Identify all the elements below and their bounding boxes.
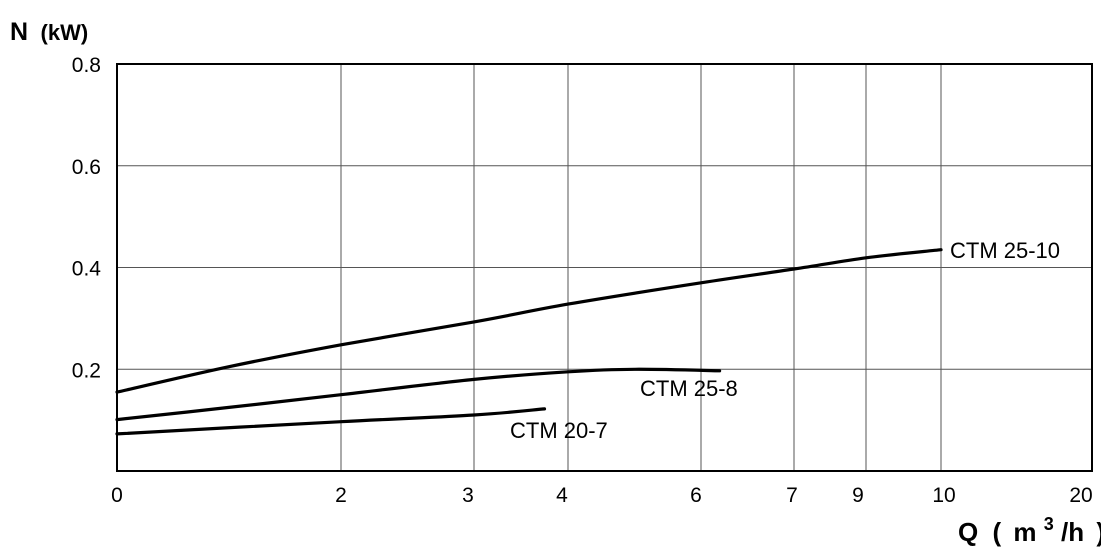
series-layer [115,248,943,436]
y-axis-symbol: N [10,18,28,46]
y-tick-label: 0.8 [72,54,101,77]
x-tick-label: 10 [932,484,955,507]
series-labels: CTM 25-10 CTM 25-8 CTM 20-7 [510,238,1060,443]
x-axis-unit-superscript: 3 [1044,514,1054,534]
x-tick-label: 3 [462,484,474,507]
x-tick-label: 7 [786,484,798,507]
series-label: CTM 20-7 [510,418,608,443]
y-tick-labels: 0.2 0.4 0.6 0.8 [72,54,102,382]
y-axis-unit: (kW) [41,20,89,45]
series-line [115,407,547,436]
plot-area-frame [116,63,1093,472]
x-axis-unit-base: m [1013,517,1036,547]
y-tick-label: 0.4 [72,258,102,281]
x-axis-symbol: Q [958,517,978,547]
x-tick-labels: 0 2 3 4 6 7 9 10 20 [111,484,1093,507]
series-label: CTM 25-8 [640,376,738,401]
series-label: CTM 25-10 [950,238,1060,263]
y-axis-title: N (kW) [10,18,88,46]
x-axis-unit-tail: /h [1061,517,1084,547]
x-tick-label: 4 [556,484,568,507]
y-tick-label: 0.6 [72,156,101,179]
x-tick-label: 2 [335,484,347,507]
x-tick-label: 0 [111,484,123,507]
x-axis-open-paren: ( [992,517,1001,547]
grid-layer [117,63,1092,471]
y-tick-label: 0.2 [72,359,101,382]
x-axis-close-paren: ) [1096,517,1101,547]
x-tick-label: 9 [852,484,864,507]
series-line [115,248,943,394]
x-axis-title: Q ( m 3 /h ) [958,506,1101,547]
x-tick-label: 20 [1069,484,1092,507]
x-tick-label: 6 [690,484,702,507]
series-line [115,367,722,422]
